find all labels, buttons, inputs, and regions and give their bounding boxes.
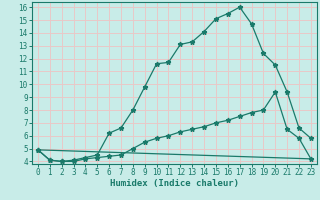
X-axis label: Humidex (Indice chaleur): Humidex (Indice chaleur) [110, 179, 239, 188]
